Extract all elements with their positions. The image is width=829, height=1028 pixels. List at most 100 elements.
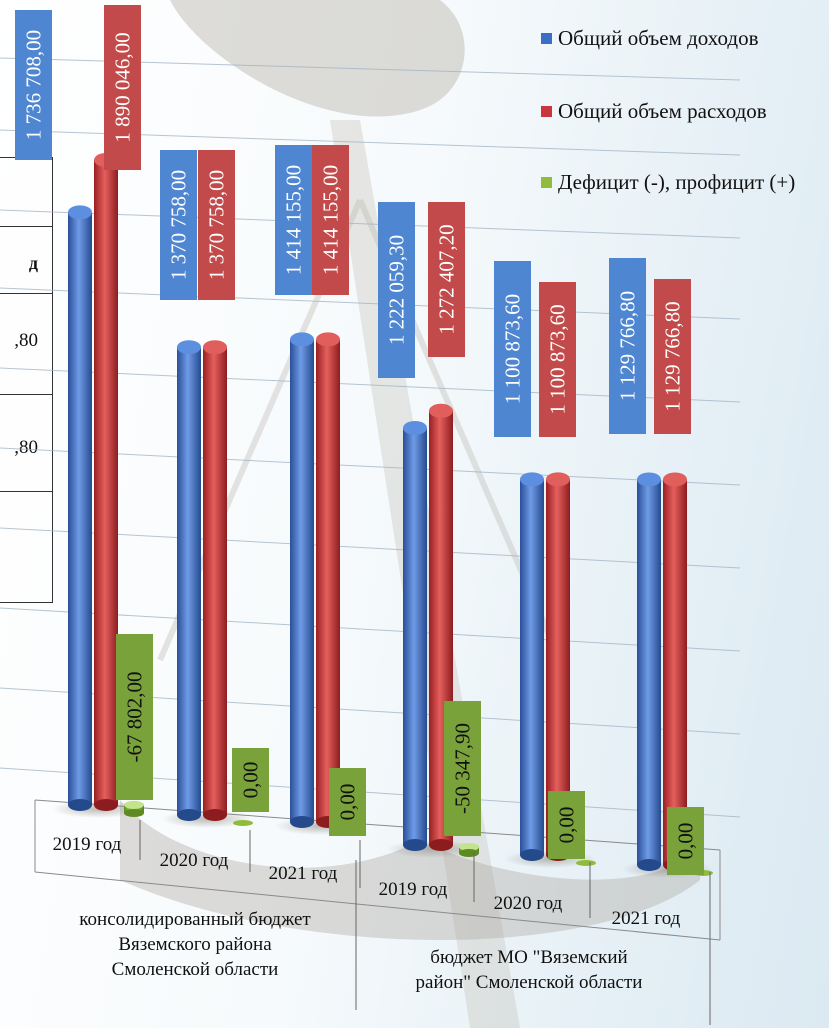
gridline bbox=[0, 447, 741, 486]
bar-expense-0 bbox=[94, 153, 118, 811]
fragment-divider bbox=[0, 491, 52, 492]
bar-base bbox=[203, 809, 227, 821]
legend-label-income: Общий объем доходов bbox=[558, 26, 759, 50]
data-label-text: 1 272 407,20 bbox=[435, 224, 459, 334]
floor-back-edge bbox=[34, 799, 721, 851]
category-label: 2020 год bbox=[160, 850, 229, 871]
bar-flat-disc bbox=[576, 860, 596, 866]
data-label-text: 0,00 bbox=[555, 807, 579, 844]
data-label-text: 1 414 155,00 bbox=[319, 165, 343, 275]
fragment-cell-2: ,80 bbox=[0, 394, 52, 533]
bar-body bbox=[94, 160, 118, 805]
data-label-text: 1 414 155,00 bbox=[282, 165, 306, 275]
data-label-box bbox=[539, 282, 576, 437]
bar-body bbox=[203, 347, 227, 815]
data-label-expense-5: 1 129 766,80 bbox=[654, 279, 691, 434]
bars-layer bbox=[52, 153, 713, 878]
bar-cap bbox=[429, 403, 453, 418]
chart-floor bbox=[34, 799, 721, 941]
bar-base bbox=[68, 799, 92, 811]
data-label-box bbox=[428, 202, 465, 357]
bar-expense-1 bbox=[203, 340, 227, 821]
bar-body bbox=[68, 212, 92, 805]
data-label-text: 1 370 758,00 bbox=[167, 170, 191, 280]
data-label-text: 1 100 873,60 bbox=[546, 304, 570, 414]
data-label-text: 1 370 758,00 bbox=[205, 170, 229, 280]
bar-income-5 bbox=[637, 472, 661, 871]
bar-deficit-0 bbox=[124, 800, 144, 817]
bar-flat-disc bbox=[233, 820, 253, 826]
data-label-text: 1 222 059,30 bbox=[385, 235, 409, 345]
data-label-box bbox=[378, 202, 415, 378]
bar-deficit-4 bbox=[576, 860, 596, 866]
bar-body bbox=[637, 479, 661, 865]
data-label-text: 1 890 046,00 bbox=[111, 32, 135, 142]
data-label-box bbox=[312, 145, 349, 295]
data-label-box bbox=[548, 791, 585, 859]
data-label-box bbox=[116, 634, 153, 800]
bar-body bbox=[316, 339, 340, 822]
data-label-box bbox=[444, 701, 481, 836]
bar-body bbox=[663, 479, 687, 865]
bar-base bbox=[459, 849, 479, 857]
data-label-deficit-0: -67 802,00 bbox=[116, 634, 153, 800]
data-label-expense-4: 1 100 873,60 bbox=[539, 282, 576, 437]
legend-swatch-expense bbox=[541, 106, 552, 117]
bar-income-2 bbox=[290, 332, 314, 828]
bar-income-4 bbox=[520, 472, 544, 861]
gridline bbox=[0, 607, 741, 652]
data-label-text: 0,00 bbox=[674, 823, 698, 860]
bar-income-0 bbox=[68, 205, 92, 811]
bar-cap bbox=[459, 842, 479, 851]
data-label-income-2: 1 414 155,00 bbox=[275, 145, 312, 295]
legend-item-expense: Общий объем расходов bbox=[541, 99, 829, 123]
category-label: 2021 год bbox=[269, 863, 338, 884]
fragment-cell-1: ,80 bbox=[0, 293, 52, 426]
gridline bbox=[0, 209, 741, 239]
data-label-box bbox=[275, 145, 312, 295]
bar-cap bbox=[177, 340, 201, 355]
legend-item-income: Общий объем доходов bbox=[541, 26, 829, 50]
data-label-box bbox=[667, 807, 704, 875]
category-label: 2019 год bbox=[53, 834, 122, 855]
data-labels-layer: 1 736 708,00 1 370 758,00 1 414 155,00 1 22… bbox=[15, 5, 704, 875]
data-label-box bbox=[329, 768, 366, 836]
data-label-box bbox=[654, 279, 691, 434]
bar-cap bbox=[403, 420, 427, 435]
group-label: Смоленской области bbox=[112, 959, 279, 980]
data-label-text: 1 129 766,80 bbox=[616, 291, 640, 401]
bar-cap bbox=[316, 332, 340, 347]
data-label-box bbox=[494, 261, 531, 437]
data-label-text: -67 802,00 bbox=[123, 672, 147, 763]
data-label-box bbox=[160, 150, 197, 300]
floor-front-edge bbox=[34, 871, 721, 941]
group-label: бюджет МО "Вяземский bbox=[430, 947, 627, 968]
scales-top-decoration bbox=[170, 0, 465, 117]
category-label: 2021 год bbox=[612, 908, 681, 929]
bar-cap bbox=[290, 332, 314, 347]
bar-income-1 bbox=[177, 340, 201, 821]
data-label-expense-2: 1 414 155,00 bbox=[312, 145, 349, 295]
bar-base bbox=[637, 859, 661, 871]
bar-base bbox=[290, 816, 314, 828]
bar-base bbox=[429, 839, 453, 851]
data-label-income-5: 1 129 766,80 bbox=[609, 258, 646, 434]
bar-cap bbox=[68, 205, 92, 220]
data-label-income-1: 1 370 758,00 bbox=[160, 150, 197, 300]
bar-body bbox=[403, 427, 427, 845]
bar-body bbox=[520, 479, 544, 855]
bar-body bbox=[290, 339, 314, 822]
legend-swatch-deficit bbox=[541, 177, 552, 188]
data-label-box bbox=[198, 150, 235, 300]
bar-base bbox=[520, 849, 544, 861]
bar-cap bbox=[546, 472, 570, 487]
bar-base bbox=[94, 799, 118, 811]
scales-base-decoration bbox=[120, 800, 700, 940]
data-label-text: -50 347,90 bbox=[451, 723, 475, 814]
bar-base bbox=[177, 809, 201, 821]
data-label-box bbox=[15, 10, 52, 160]
group-label: район" Смоленской области bbox=[416, 972, 643, 993]
bar-base bbox=[124, 809, 144, 817]
bar-income-3 bbox=[403, 420, 427, 851]
